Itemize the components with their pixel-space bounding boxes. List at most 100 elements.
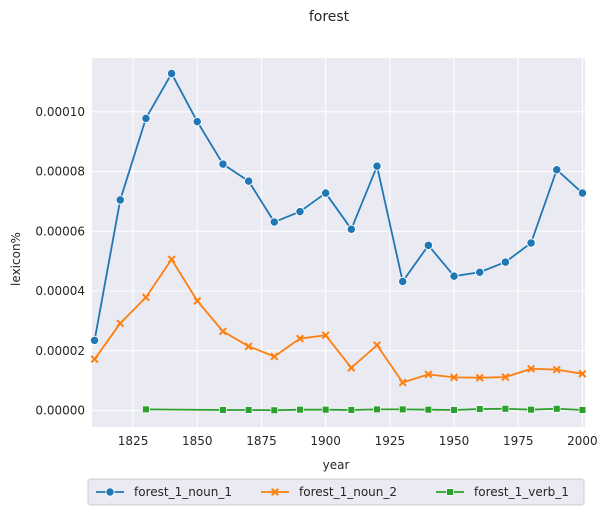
- x-tick-label: 1975: [503, 434, 534, 448]
- y-tick-label: 0.00006: [35, 224, 85, 238]
- data-point: [244, 342, 253, 351]
- data-point: [372, 161, 382, 171]
- data-point: [577, 188, 588, 198]
- data-point: [450, 373, 459, 382]
- x-marker-stroke: [321, 331, 330, 340]
- data-point: [527, 364, 536, 373]
- data-point: [552, 165, 562, 175]
- x-marker-stroke: [270, 487, 280, 497]
- plot-background: [92, 58, 585, 427]
- series-line: [145, 407, 583, 412]
- x-marker-stroke: [90, 355, 99, 364]
- x-tick-label: 1875: [246, 434, 277, 448]
- data-point: [449, 271, 459, 281]
- data-point: [321, 331, 330, 340]
- legend: forest_1_noun_1 forest_1_noun_2 forest_1_v…: [87, 478, 585, 506]
- data-point: [193, 296, 202, 305]
- x-marker-stroke: [475, 373, 484, 382]
- data-point: [321, 405, 330, 414]
- data-point: [270, 352, 279, 361]
- legend-marker: [105, 487, 115, 497]
- x-axis-title: year: [323, 458, 350, 472]
- data-point: [526, 238, 536, 248]
- x-marker-stroke: [295, 334, 304, 343]
- data-point: [218, 159, 228, 169]
- x-marker-stroke: [218, 327, 227, 336]
- data-point: [373, 341, 382, 350]
- x-marker-stroke: [244, 342, 253, 351]
- series-forest_1_noun_1: [89, 68, 588, 346]
- y-tick-label: 0.00002: [35, 344, 85, 358]
- data-point: [167, 255, 176, 264]
- x-marker-stroke: [398, 378, 407, 387]
- data-point: [270, 406, 279, 415]
- data-point: [398, 405, 407, 414]
- data-point: [423, 240, 434, 250]
- data-point: [450, 406, 458, 414]
- data-point: [553, 405, 561, 413]
- x-marker-stroke: [450, 373, 459, 382]
- data-point: [552, 365, 561, 374]
- data-point: [244, 406, 253, 414]
- data-point: [218, 327, 227, 336]
- series-line: [93, 258, 583, 384]
- data-point: [166, 68, 177, 79]
- x-marker-stroke: [167, 255, 176, 264]
- y-tick-label: 0.00008: [35, 165, 85, 179]
- legend-item: forest_1_noun_2: [261, 485, 397, 499]
- data-point: [424, 370, 433, 379]
- data-point: [219, 406, 227, 414]
- data-point: [295, 334, 304, 343]
- x-marker-stroke: [501, 373, 510, 382]
- x-marker-stroke: [270, 352, 279, 361]
- y-tick-label: 0.00010: [35, 105, 85, 119]
- data-point: [115, 195, 125, 205]
- data-point: [500, 257, 511, 267]
- legend-label: forest_1_noun_1: [134, 485, 232, 499]
- data-point: [141, 293, 150, 302]
- data-point: [475, 267, 485, 277]
- x-marker-stroke: [193, 296, 202, 305]
- legend-box: [87, 478, 585, 506]
- data-point: [578, 369, 587, 378]
- data-point: [398, 378, 407, 387]
- x-marker-stroke: [347, 363, 356, 372]
- series-forest_1_verb_1: [142, 405, 587, 415]
- legend-item: forest_1_noun_1: [96, 485, 232, 499]
- data-point: [346, 224, 356, 234]
- y-tick-label: 0.00000: [35, 404, 85, 418]
- data-point: [296, 405, 304, 414]
- data-point: [243, 176, 254, 186]
- data-point: [347, 363, 356, 372]
- data-point: [192, 116, 202, 127]
- x-marker-stroke: [116, 319, 125, 328]
- data-point: [373, 405, 381, 414]
- legend-item: forest_1_verb_1: [436, 485, 569, 499]
- x-marker-stroke: [527, 364, 536, 373]
- data-point: [578, 406, 587, 414]
- x-tick-label: 1850: [182, 434, 213, 448]
- data-point: [295, 206, 305, 217]
- legend-marker: [446, 488, 454, 496]
- data-point: [347, 406, 356, 414]
- x-marker-stroke: [373, 341, 382, 350]
- data-point: [141, 113, 151, 124]
- data-point: [321, 188, 331, 198]
- series-forest_1_noun_2: [90, 255, 587, 387]
- x-marker-stroke: [424, 370, 433, 379]
- data-point: [527, 405, 535, 414]
- data-point: [89, 335, 100, 346]
- data-point: [501, 405, 510, 413]
- grid-lines: [92, 58, 585, 427]
- x-tick-label: 1900: [310, 434, 341, 448]
- data-point: [398, 276, 408, 287]
- x-tick-label: 1825: [118, 434, 149, 448]
- x-marker-stroke: [578, 369, 587, 378]
- x-tick-label: 2000: [567, 434, 598, 448]
- series-layer: [89, 68, 588, 415]
- y-axis-title: lexicon%: [9, 232, 23, 286]
- y-tick-label: 0.00004: [35, 284, 85, 298]
- data-point: [501, 373, 510, 382]
- data-point: [475, 405, 484, 413]
